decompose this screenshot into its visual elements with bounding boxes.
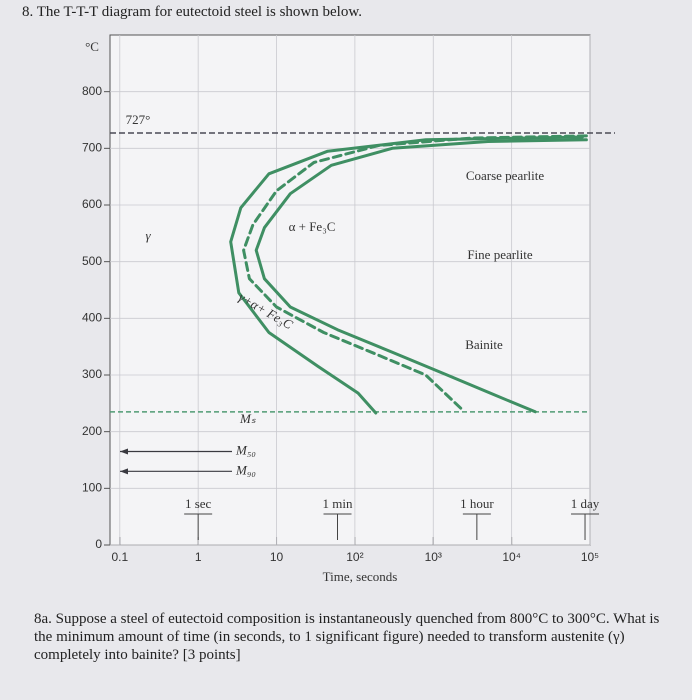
- x-tick-label: 10⁴: [502, 550, 521, 564]
- plot-frame: [109, 34, 591, 546]
- martensite-label: M₅₀: [235, 442, 256, 457]
- x-tick-label: 10⁵: [581, 550, 599, 564]
- arrow-head: [120, 448, 128, 455]
- question-text: 8a. Suppose a steel of eutectoid composi…: [34, 611, 660, 663]
- x-tick-label: 0.1: [111, 550, 128, 564]
- ms-label: Mₛ: [239, 411, 256, 426]
- region-label: Bainite: [465, 337, 503, 352]
- x-tick-label: 10²: [346, 550, 363, 564]
- region-label: γ: [145, 228, 151, 243]
- y-tick-label: 600: [82, 197, 102, 211]
- martensite-label: M₉₀: [235, 462, 256, 477]
- region-label: Fine pearlite: [467, 247, 533, 262]
- time-mark-label: 1 day: [571, 496, 600, 511]
- transformation-curve: [254, 138, 588, 414]
- chart: °C Time, seconds 0 100 200 300 400 500 600 700 8…: [82, 34, 615, 584]
- transformation-curve: [229, 135, 584, 415]
- transformation-curve: [242, 134, 588, 411]
- y-tick-label: 100: [82, 481, 102, 495]
- y-tick-label: 500: [82, 254, 102, 268]
- y-tick-label: 800: [82, 84, 102, 98]
- time-mark-label: 1 sec: [185, 496, 212, 511]
- y-tick-label: 700: [82, 141, 102, 155]
- header-title: 8. The T-T-T diagram for eutectoid steel…: [22, 4, 362, 20]
- time-mark-label: 1 hour: [460, 496, 494, 511]
- x-tick-label: 10: [270, 550, 284, 564]
- x-axis-label: Time, seconds: [323, 569, 398, 584]
- y-axis-label: °C: [85, 39, 99, 54]
- y-tick-label: 200: [82, 424, 102, 438]
- y-tick-label: 300: [82, 367, 102, 381]
- region-label: Coarse pearlite: [466, 168, 545, 183]
- eutectoid-label: 727°: [126, 112, 151, 127]
- time-mark-label: 1 min: [323, 496, 353, 511]
- y-tick-label: 0: [95, 537, 102, 551]
- y-tick-label: 400: [82, 311, 102, 325]
- arrow-head: [120, 468, 128, 475]
- x-tick-label: 10³: [425, 550, 442, 564]
- x-tick-label: 1: [195, 550, 202, 564]
- region-label: α + Fe₃C: [289, 219, 336, 234]
